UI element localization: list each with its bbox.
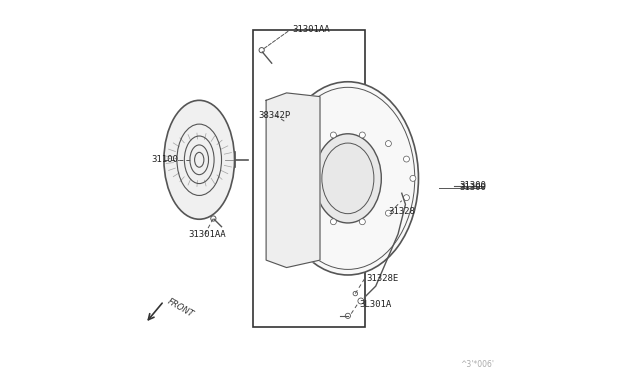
- Circle shape: [305, 210, 310, 216]
- Circle shape: [286, 156, 292, 162]
- Ellipse shape: [164, 100, 234, 219]
- Text: 3L301A: 3L301A: [359, 300, 391, 309]
- Circle shape: [280, 175, 286, 181]
- Text: 31301AA: 31301AA: [292, 25, 330, 34]
- Text: 31301AA: 31301AA: [188, 230, 226, 238]
- Ellipse shape: [277, 82, 419, 275]
- Text: 31300: 31300: [460, 181, 486, 190]
- Bar: [253, 30, 365, 327]
- Circle shape: [305, 141, 310, 147]
- Circle shape: [259, 48, 264, 53]
- Circle shape: [345, 313, 351, 318]
- Text: 31100: 31100: [151, 155, 178, 164]
- Circle shape: [360, 132, 365, 138]
- Ellipse shape: [314, 134, 381, 223]
- Circle shape: [410, 175, 416, 181]
- Text: FRONT: FRONT: [166, 297, 195, 320]
- Circle shape: [403, 195, 410, 201]
- Ellipse shape: [277, 112, 296, 133]
- Circle shape: [358, 298, 364, 304]
- Text: ^3'*006': ^3'*006': [461, 360, 495, 369]
- Circle shape: [385, 141, 392, 147]
- Circle shape: [286, 195, 292, 201]
- Circle shape: [360, 219, 365, 225]
- Text: 31328: 31328: [388, 207, 415, 216]
- Circle shape: [330, 219, 337, 225]
- Circle shape: [353, 291, 358, 296]
- Circle shape: [385, 210, 392, 216]
- Polygon shape: [266, 93, 320, 267]
- Circle shape: [211, 216, 216, 221]
- Circle shape: [403, 156, 410, 162]
- Text: 38342P: 38342P: [259, 111, 291, 120]
- Text: 31300: 31300: [460, 183, 486, 192]
- Circle shape: [330, 132, 337, 138]
- Text: 31328E: 31328E: [367, 274, 399, 283]
